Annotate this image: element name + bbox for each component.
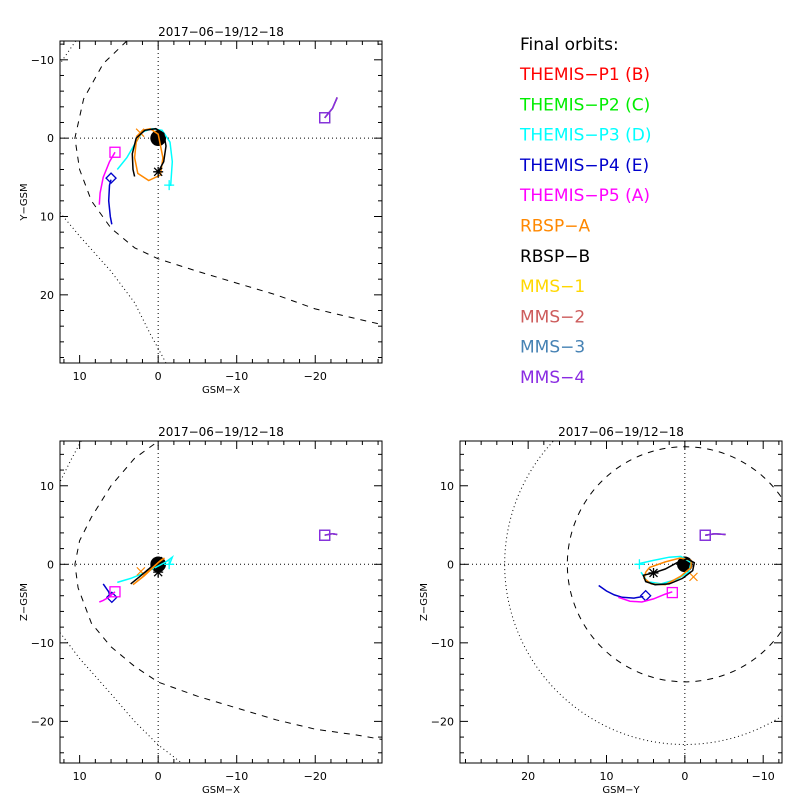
marker-plus-themis-p3-d bbox=[164, 180, 175, 191]
x-axis-label: GSM−Y bbox=[602, 785, 640, 796]
orbit-themis-p4-e bbox=[598, 584, 644, 599]
x-tick-label: −10 bbox=[752, 770, 775, 783]
marker-diamond-themis-p4-e bbox=[639, 589, 652, 602]
marker-asterisk-rbsp-b bbox=[153, 166, 164, 177]
y-tick-label: −20 bbox=[31, 715, 54, 728]
marker-square-mms-4 bbox=[699, 529, 711, 541]
panel-top-left: 10 0 −10 −20 −10 0 10 20 2017−06−19/12−18 GSM−X Y−… bbox=[19, 25, 383, 396]
panel-bottom-left: 10 0 −10 −20 10 0 −10 −20 2017−06−19/12−18 GSM−X Z… bbox=[19, 425, 383, 796]
x-tick-label: −10 bbox=[225, 770, 248, 783]
y-axis-label: Y−GSM bbox=[19, 183, 30, 221]
plot-area bbox=[60, 41, 382, 363]
x-tick-label: 20 bbox=[521, 770, 535, 783]
y-tick-label: 0 bbox=[47, 558, 54, 571]
x-tick-label: −20 bbox=[304, 770, 327, 783]
marker-plus-themis-p3-d bbox=[634, 559, 645, 570]
bow-shock-boundary bbox=[60, 41, 77, 64]
x-tick-label: 0 bbox=[155, 370, 162, 383]
legend: Final orbits: THEMIS−P1 (B) THEMIS−P2 (C) T… bbox=[519, 35, 651, 388]
y-tick-label: 0 bbox=[47, 132, 54, 145]
marker-diamond-themis-p4-e bbox=[105, 591, 118, 604]
y-tick-label: 10 bbox=[40, 210, 54, 223]
y-axis-label: Z−GSM bbox=[19, 583, 30, 621]
orbit-mms-4 bbox=[324, 532, 338, 536]
bow-shock-boundary bbox=[60, 441, 82, 483]
orbit-themis-p4-e bbox=[107, 179, 113, 225]
y-tick-label: 20 bbox=[40, 289, 54, 302]
orbit-themis-p5-a bbox=[98, 151, 116, 205]
legend-item: THEMIS−P4 (E) bbox=[519, 156, 649, 176]
panel-title: 2017−06−19/12−18 bbox=[158, 425, 284, 439]
x-tick-label: 10 bbox=[73, 370, 87, 383]
orbit-rbsp-b bbox=[131, 127, 167, 177]
legend-item: THEMIS−P3 (D) bbox=[519, 126, 651, 146]
x-tick-label: 0 bbox=[681, 770, 688, 783]
orbit-rbsp-b bbox=[130, 556, 163, 585]
x-axis-label: GSM−X bbox=[202, 385, 240, 396]
y-tick-label: −10 bbox=[31, 54, 54, 67]
legend-title: Final orbits: bbox=[520, 35, 619, 55]
marker-plus-themis-p3-d bbox=[164, 559, 175, 570]
legend-item: THEMIS−P2 (C) bbox=[519, 95, 650, 115]
legend-item: RBSP−A bbox=[520, 217, 590, 237]
y-tick-label: 10 bbox=[40, 480, 54, 493]
marker-square-themis-p5-a bbox=[109, 586, 121, 598]
marker-diamond-themis-p4-e bbox=[105, 172, 117, 185]
marker-asterisk-rbsp-b bbox=[648, 567, 659, 578]
orbit-mms-4 bbox=[324, 97, 338, 119]
marker-asterisk-rbsp-b bbox=[153, 567, 164, 578]
y-tick-label: −20 bbox=[431, 715, 454, 728]
legend-item: RBSP−B bbox=[520, 247, 590, 267]
x-tick-label: 10 bbox=[600, 770, 614, 783]
panel-bottom-right: 20 10 0 −10 10 0 −10 −20 2017−06−19/12−18 GSM−Y Z−… bbox=[419, 425, 783, 796]
plot-frame bbox=[459, 440, 783, 764]
orbit-mms-4 bbox=[705, 532, 726, 536]
orbit-rbsp-a bbox=[132, 557, 165, 586]
x-axis-label: GSM−X bbox=[202, 785, 240, 796]
y-axis-label: Z−GSM bbox=[419, 583, 430, 621]
magnetopause-boundary bbox=[74, 41, 382, 326]
x-tick-label: −20 bbox=[304, 370, 327, 383]
legend-item: THEMIS−P5 (A) bbox=[519, 186, 650, 206]
marker-x-rbsp-a bbox=[689, 572, 698, 582]
plot-area bbox=[60, 441, 382, 763]
y-tick-label: 10 bbox=[440, 480, 454, 493]
y-tick-label: 0 bbox=[447, 558, 454, 571]
legend-item: THEMIS−P1 (B) bbox=[519, 65, 650, 85]
earth-marker bbox=[150, 130, 167, 147]
legend-item: MMS−2 bbox=[520, 307, 585, 327]
marker-square-mms-4 bbox=[319, 529, 331, 541]
legend-item: MMS−3 bbox=[520, 338, 585, 358]
marker-square-themis-p5-a bbox=[109, 146, 121, 158]
orbit-rbsp-a bbox=[133, 127, 164, 182]
bow-shock-boundary bbox=[60, 212, 167, 363]
x-tick-label: −10 bbox=[225, 370, 248, 383]
panel-title: 2017−06−19/12−18 bbox=[558, 425, 684, 439]
marker-square-themis-p5-a bbox=[666, 586, 678, 599]
marker-x-rbsp-a bbox=[135, 128, 145, 138]
marker-square-mms-4 bbox=[319, 112, 331, 124]
panel-title: 2017−06−19/12−18 bbox=[158, 25, 284, 39]
x-tick-label: 0 bbox=[155, 770, 162, 783]
orbit-themis-p5-a bbox=[618, 591, 673, 603]
y-tick-label: −10 bbox=[31, 637, 54, 650]
y-tick-label: −10 bbox=[431, 637, 454, 650]
bow-shock-boundary bbox=[60, 632, 183, 763]
legend-item: MMS−4 bbox=[520, 368, 585, 388]
orbit-rbsp-b bbox=[642, 557, 696, 586]
x-tick-label: 10 bbox=[73, 770, 87, 783]
legend-item: MMS−1 bbox=[520, 277, 585, 297]
orbit-themis-p5-a bbox=[99, 591, 116, 603]
magnetopause-boundary bbox=[74, 443, 382, 740]
